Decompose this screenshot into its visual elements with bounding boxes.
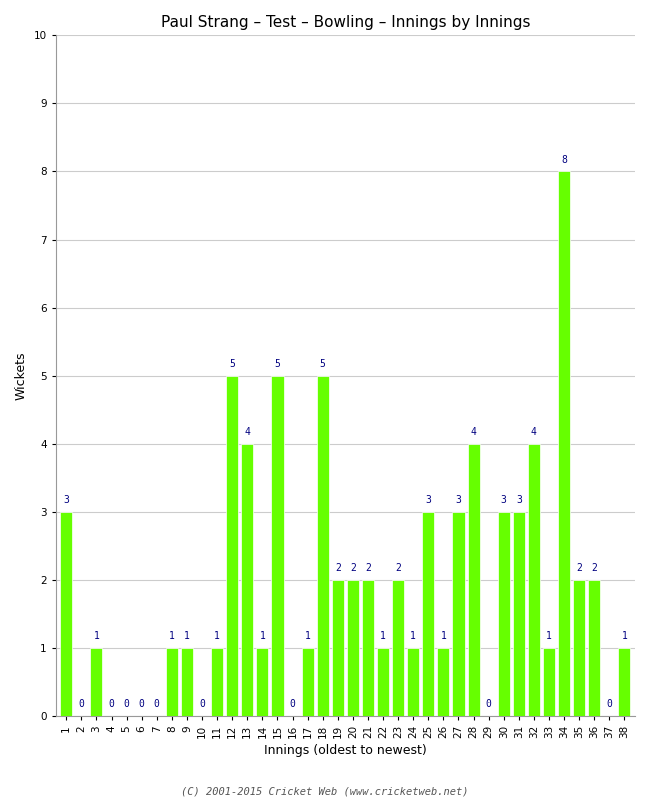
Text: 2: 2 — [577, 563, 582, 573]
Text: 1: 1 — [94, 631, 99, 642]
Bar — [498, 512, 510, 716]
Bar — [467, 444, 480, 716]
Bar — [166, 648, 178, 716]
Text: 1: 1 — [410, 631, 416, 642]
Text: 0: 0 — [486, 699, 491, 710]
Bar — [618, 648, 630, 716]
Text: 3: 3 — [500, 495, 507, 505]
Bar — [422, 512, 434, 716]
Text: 2: 2 — [592, 563, 597, 573]
Bar — [181, 648, 193, 716]
Bar — [528, 444, 540, 716]
Bar — [272, 376, 283, 716]
Text: 3: 3 — [456, 495, 462, 505]
Bar — [407, 648, 419, 716]
Bar — [211, 648, 223, 716]
Bar — [256, 648, 268, 716]
Text: 4: 4 — [244, 427, 250, 437]
Text: 0: 0 — [606, 699, 612, 710]
Text: (C) 2001-2015 Cricket Web (www.cricketweb.net): (C) 2001-2015 Cricket Web (www.cricketwe… — [181, 786, 469, 796]
Bar — [347, 580, 359, 716]
Text: 0: 0 — [109, 699, 114, 710]
Text: 1: 1 — [169, 631, 175, 642]
Bar — [558, 171, 570, 716]
Bar — [60, 512, 72, 716]
Text: 0: 0 — [79, 699, 84, 710]
Text: 1: 1 — [621, 631, 627, 642]
Text: 4: 4 — [531, 427, 537, 437]
Text: 4: 4 — [471, 427, 476, 437]
Bar — [588, 580, 601, 716]
Text: 1: 1 — [184, 631, 190, 642]
Y-axis label: Wickets: Wickets — [15, 351, 28, 400]
Text: 0: 0 — [138, 699, 145, 710]
Text: 0: 0 — [124, 699, 129, 710]
Text: 2: 2 — [350, 563, 356, 573]
Bar — [317, 376, 329, 716]
Text: 3: 3 — [425, 495, 431, 505]
Text: 3: 3 — [63, 495, 69, 505]
Bar — [513, 512, 525, 716]
Bar — [226, 376, 239, 716]
Bar — [362, 580, 374, 716]
Text: 2: 2 — [335, 563, 341, 573]
Text: 0: 0 — [290, 699, 296, 710]
Bar — [573, 580, 585, 716]
Bar — [241, 444, 254, 716]
Text: 3: 3 — [516, 495, 522, 505]
Bar — [437, 648, 449, 716]
Bar — [90, 648, 103, 716]
Text: 1: 1 — [305, 631, 311, 642]
Bar — [332, 580, 344, 716]
Text: 1: 1 — [214, 631, 220, 642]
X-axis label: Innings (oldest to newest): Innings (oldest to newest) — [264, 744, 427, 757]
Text: 2: 2 — [395, 563, 401, 573]
Text: 1: 1 — [441, 631, 447, 642]
Text: 1: 1 — [380, 631, 386, 642]
Text: 8: 8 — [561, 154, 567, 165]
Bar — [392, 580, 404, 716]
Bar — [302, 648, 314, 716]
Text: 2: 2 — [365, 563, 371, 573]
Text: 1: 1 — [259, 631, 265, 642]
Text: 5: 5 — [274, 359, 280, 369]
Text: 0: 0 — [199, 699, 205, 710]
Bar — [377, 648, 389, 716]
Bar — [452, 512, 465, 716]
Text: 0: 0 — [154, 699, 160, 710]
Bar — [543, 648, 555, 716]
Text: 5: 5 — [320, 359, 326, 369]
Text: 5: 5 — [229, 359, 235, 369]
Text: 1: 1 — [546, 631, 552, 642]
Title: Paul Strang – Test – Bowling – Innings by Innings: Paul Strang – Test – Bowling – Innings b… — [161, 15, 530, 30]
